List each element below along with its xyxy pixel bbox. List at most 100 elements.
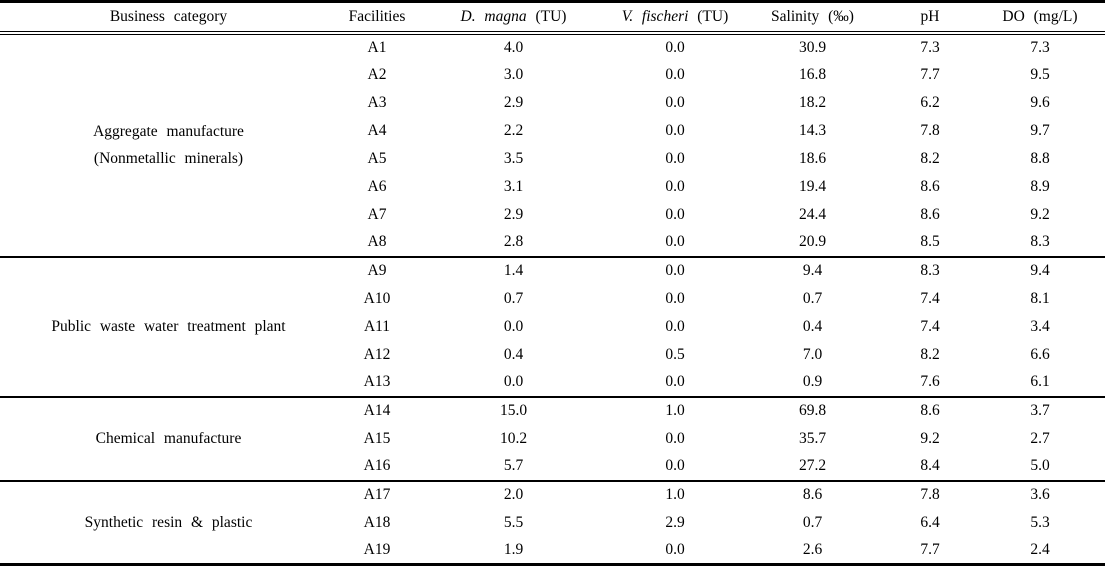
- col-header-business-category: Business category: [0, 2, 337, 33]
- do-cell: 5.3: [1030, 513, 1050, 531]
- ph-cell: 8.4: [920, 457, 940, 474]
- facility-cell: A6: [367, 177, 387, 195]
- ph-cell: 8.6: [920, 177, 940, 195]
- table-row: Synthetic resin & plastic A17 2.0 1.0 8.6 7.8…: [0, 481, 1105, 531]
- salinity-cell: 35.7: [798, 429, 827, 447]
- salinity-cell: 16.8: [798, 65, 827, 83]
- table-row: A19 1.9 0.0 2.6 7.7 2.4: [0, 537, 1105, 565]
- ph-cell: 7.8: [920, 486, 940, 503]
- do-cell: 3.7: [1030, 402, 1050, 419]
- ph-cell: 7.3: [920, 38, 940, 56]
- v-fischeri-cell: 0.0: [665, 38, 685, 56]
- category-group-2: Public waste water treatment plant A9 1.4 0…: [0, 256, 1105, 397]
- do-cell: 3.4: [1030, 317, 1050, 335]
- d-magna-cell: 4.0: [503, 38, 524, 56]
- ph-cell: 8.3: [920, 262, 940, 279]
- salinity-cell: 20.9: [798, 233, 827, 250]
- salinity-cell: 0.7: [802, 513, 823, 531]
- table-row: A6 3.1 0.0 19.4 8.6 8.9: [0, 173, 1105, 201]
- ph-cell: 8.5: [920, 233, 940, 250]
- facility-cell: A14: [363, 402, 391, 419]
- d-magna-cell: 10.2: [499, 429, 528, 447]
- ph-cell: 7.7: [920, 540, 940, 558]
- col-header-facilities: Facilities: [337, 2, 417, 33]
- salinity-cell: 18.2: [798, 93, 827, 111]
- v-fischeri-cell: 0.0: [665, 289, 685, 307]
- d-magna-cell: 0.7: [503, 289, 524, 307]
- table-row: Aggregate manufacture (Nonmetallic minera…: [0, 33, 1105, 168]
- col-header-salinity: Salinity (‰): [740, 2, 885, 33]
- ph-cell: 8.2: [920, 345, 940, 363]
- salinity-cell: 2.6: [802, 540, 823, 558]
- col-header-ph: pH: [885, 2, 975, 33]
- do-cell: 6.6: [1030, 345, 1050, 363]
- d-magna-cell: 0.0: [503, 317, 524, 335]
- table-row: A11 0.0 0.0 0.4 7.4 3.4: [0, 313, 1105, 341]
- salinity-cell: 24.4: [798, 205, 827, 223]
- facility-cell: A15: [363, 429, 391, 447]
- facility-cell: A13: [363, 373, 391, 390]
- business-category-cell: Public waste water treatment plant: [0, 257, 337, 397]
- header-label: Salinity (‰): [771, 7, 854, 25]
- table-row: A8 2.8 0.0 20.9 8.5 8.3: [0, 229, 1105, 257]
- header-row: Business category Facilities D. magna (T…: [0, 2, 1105, 33]
- ph-cell: 7.7: [920, 65, 940, 83]
- do-cell: 8.3: [1030, 233, 1050, 250]
- v-fischeri-cell: 0.0: [665, 149, 685, 167]
- header-label: Facilities: [348, 7, 406, 25]
- v-fischeri-cell: 0.0: [665, 373, 685, 390]
- category-group-4: Synthetic resin & plastic A17 2.0 1.0 8.6 7.8…: [0, 480, 1105, 565]
- facility-cell: A11: [363, 317, 391, 335]
- v-fischeri-cell: 0.0: [665, 65, 685, 83]
- business-category-line: (Nonmetallic minerals): [93, 150, 244, 167]
- do-cell: 9.4: [1030, 262, 1050, 279]
- salinity-cell: 18.6: [798, 149, 827, 167]
- business-category-cell: Synthetic resin & plastic: [0, 481, 337, 565]
- salinity-cell: 0.4: [802, 317, 823, 335]
- d-magna-cell: 3.0: [503, 65, 524, 83]
- facility-cell: A5: [367, 149, 387, 167]
- ph-cell: 7.4: [920, 317, 940, 335]
- species-name-italic: D. magna: [460, 7, 527, 25]
- do-cell: 3.6: [1030, 486, 1050, 503]
- table-row: A5 3.5 0.0 18.6 8.2 8.8: [0, 145, 1105, 173]
- ph-cell: 6.4: [920, 513, 940, 531]
- table-row: Chemical manufacture A14 15.0 1.0 69.8 8.6 3.7: [0, 397, 1105, 447]
- v-fischeri-cell: 0.0: [665, 177, 685, 195]
- do-cell: 9.7: [1030, 121, 1050, 139]
- v-fischeri-cell: 0.0: [665, 317, 685, 335]
- do-cell: 8.8: [1030, 149, 1050, 167]
- v-fischeri-cell: 2.9: [665, 513, 685, 531]
- d-magna-cell: 2.2: [503, 121, 524, 139]
- header-unit: (TU): [526, 7, 567, 25]
- facility-cell: A8: [367, 233, 387, 250]
- facility-cell: A1: [367, 38, 387, 56]
- facility-cell: A9: [367, 262, 387, 279]
- business-category-line: Public waste water treatment plant: [51, 318, 286, 335]
- facility-cell: A2: [367, 65, 387, 83]
- header-label: pH: [920, 7, 940, 25]
- do-cell: 2.7: [1030, 429, 1050, 447]
- table-row: A4 2.2 0.0 14.3 7.8 9.7: [0, 117, 1105, 145]
- do-cell: 2.4: [1030, 540, 1050, 558]
- salinity-cell: 19.4: [798, 177, 827, 195]
- col-header-do: DO (mg/L): [975, 2, 1105, 33]
- table-row: A7 2.9 0.0 24.4 8.6 9.2: [0, 201, 1105, 229]
- do-cell: 5.0: [1030, 457, 1050, 474]
- ph-cell: 7.8: [920, 121, 940, 139]
- facility-cell: A7: [367, 205, 387, 223]
- v-fischeri-cell: 0.0: [665, 93, 685, 111]
- salinity-cell: 8.6: [802, 486, 823, 503]
- v-fischeri-cell: 0.0: [665, 429, 685, 447]
- d-magna-cell: 5.7: [503, 457, 524, 474]
- facility-cell: A10: [363, 289, 391, 307]
- do-cell: 9.2: [1030, 205, 1050, 223]
- ph-cell: 6.2: [920, 93, 940, 111]
- ph-cell: 7.6: [920, 373, 940, 390]
- do-cell: 7.3: [1030, 38, 1050, 56]
- ph-cell: 9.2: [920, 429, 940, 447]
- v-fischeri-cell: 0.0: [665, 205, 685, 223]
- v-fischeri-cell: 0.0: [665, 457, 685, 474]
- d-magna-cell: 0.0: [503, 373, 524, 390]
- table-row: A2 3.0 0.0 16.8 7.7 9.5: [0, 61, 1105, 89]
